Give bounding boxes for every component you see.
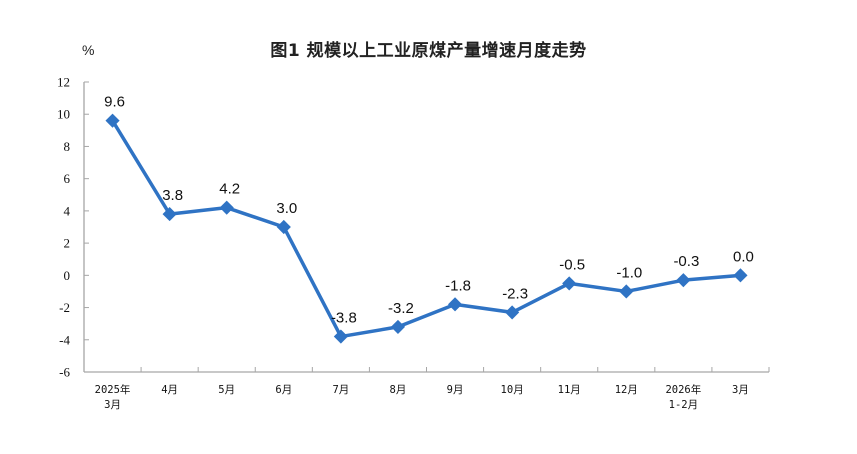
data-label: -0.3 [673,253,699,270]
y-tick-label: 4 [64,203,71,218]
x-tick-label: 7月 [332,384,349,396]
data-label: 9.6 [104,94,125,111]
x-tick-label: 2025年 [95,383,131,396]
data-label: 4.2 [219,181,240,198]
diamond-marker [733,268,748,283]
data-label: -1.8 [445,277,471,294]
diamond-marker [162,207,177,222]
x-tick-label: 10月 [501,384,524,396]
diamond-marker [447,297,463,312]
data-label: 0.0 [733,248,754,265]
chart-title: 图1 规模以上工业原煤产量增速月度走势 [270,41,587,61]
x-tick-label: 3月 [732,384,749,396]
x-tick-label: 1-2月 [669,399,698,411]
x-tick-label: 2026年 [665,383,701,396]
x-tick-label: 12月 [615,384,638,396]
y-axis-ticks: 12 10 8 6 4 2 0 -2 -4 -6 [57,75,89,380]
data-label: 3.8 [162,187,183,204]
axes [83,82,769,373]
x-tick-label: 8月 [390,384,407,396]
y-tick-label: -6 [59,365,70,380]
data-label: 3.0 [276,200,297,217]
y-tick-label: 10 [57,107,70,122]
data-label: -1.0 [616,264,642,281]
diamond-marker [276,219,291,235]
y-tick-label: 12 [57,75,70,90]
data-label: -2.3 [502,285,528,302]
x-axis-ticks: 2025年 3月 4月 5月 6月 7月 8月 9月 10月 11月 12月 2026年 1-2月 3月 [83,367,770,411]
diamond-marker [390,319,406,334]
series-line [111,119,741,339]
data-series [105,113,748,344]
diamond-marker [676,273,691,288]
y-tick-label: -4 [59,332,70,347]
data-label: -0.5 [559,256,585,273]
y-tick-label: 6 [64,171,71,186]
data-label: -3.2 [388,300,414,317]
y-tick-label: 2 [64,236,71,251]
y-tick-label: 8 [64,139,71,154]
diamond-marker [333,329,348,344]
diamond-marker [505,305,520,320]
diamond-marker [619,284,634,299]
data-labels: 9.6 3.8 4.2 3.0 -3.8 -3.2 -1.8 -2.3 -0.5 -1.0 -0.3… [104,94,754,327]
y-tick-label: 0 [64,268,71,283]
x-tick-label: 9月 [447,384,464,396]
y-tick-label: -2 [59,300,70,315]
diamond-marker [219,200,234,215]
y-axis-unit-label: % [82,42,95,58]
x-tick-label: 5月 [218,384,235,396]
x-tick-label: 11月 [558,384,581,396]
x-tick-label: 6月 [275,384,292,396]
data-label: -3.8 [331,310,357,327]
x-tick-label: 4月 [161,384,178,396]
diamond-marker [562,276,577,291]
x-tick-label: 3月 [104,399,121,411]
